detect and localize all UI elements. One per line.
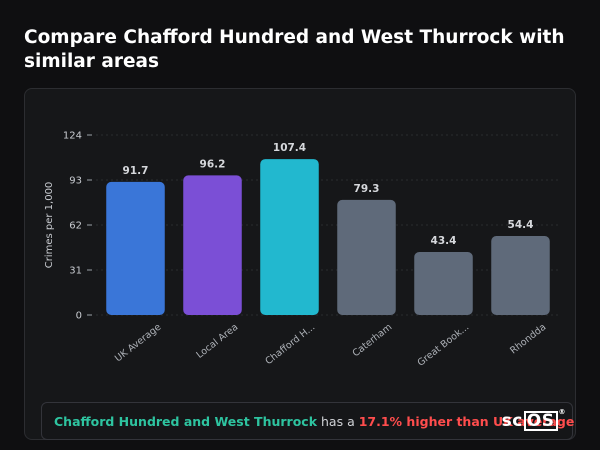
bar-value-label: 79.3 xyxy=(354,183,380,195)
bar[interactable] xyxy=(260,159,319,315)
category-labels: UK Average Local Area Chafford H... Caterha… xyxy=(113,322,548,369)
y-axis: 0 31 62 93 124 xyxy=(63,131,92,322)
bar[interactable] xyxy=(491,236,550,315)
comparison-middle: has a xyxy=(317,413,359,429)
logo-mark: ® xyxy=(558,408,566,416)
logo-boxed: OS xyxy=(523,411,558,431)
bar[interactable] xyxy=(414,252,473,315)
bars xyxy=(106,159,550,315)
category-label: Great Book... xyxy=(416,322,472,369)
logo-prefix: sc xyxy=(501,411,523,431)
bar-chart: 0 31 62 93 124 Crimes per 1,000 91.7 96.2 107.… xyxy=(44,131,558,369)
bar[interactable] xyxy=(337,199,396,315)
category-label: Local Area xyxy=(194,322,240,361)
category-label: Rhondda xyxy=(508,322,548,357)
category-label: Caterham xyxy=(351,322,395,360)
comparison-value: 17.1% higher than UK average xyxy=(358,413,575,429)
page-title: Compare Chafford Hundred and West Thurro… xyxy=(24,27,565,72)
area-name: Chafford Hundred and West Thurrock xyxy=(54,413,318,429)
bar[interactable] xyxy=(106,181,165,315)
scos-logo: sc OS ® xyxy=(501,408,566,431)
y-tick-label: 31 xyxy=(69,266,82,277)
y-tick-label: 0 xyxy=(76,311,82,322)
y-tick-label: 124 xyxy=(63,131,82,142)
bar-value-label: 54.4 xyxy=(508,219,534,231)
bar-value-label: 96.2 xyxy=(200,158,226,170)
category-label: UK Average xyxy=(113,322,163,365)
bar-value-label: 43.4 xyxy=(431,235,457,247)
bar-value-label: 107.4 xyxy=(273,142,306,154)
comparison-text: Chafford Hundred and West Thurrock has a… xyxy=(54,414,574,429)
y-tick-label: 93 xyxy=(69,176,82,187)
y-tick-label: 62 xyxy=(69,221,82,232)
value-labels: 91.7 96.2 107.4 79.3 43.4 54.4 xyxy=(123,142,534,247)
chart-grid xyxy=(96,134,558,316)
comparison-footer: Chafford Hundred and West Thurrock has a… xyxy=(41,402,574,440)
y-axis-label: Crimes per 1,000 xyxy=(44,182,55,269)
category-label: Chafford H... xyxy=(263,322,317,367)
bar-value-label: 91.7 xyxy=(123,165,149,177)
bar[interactable] xyxy=(183,175,242,315)
